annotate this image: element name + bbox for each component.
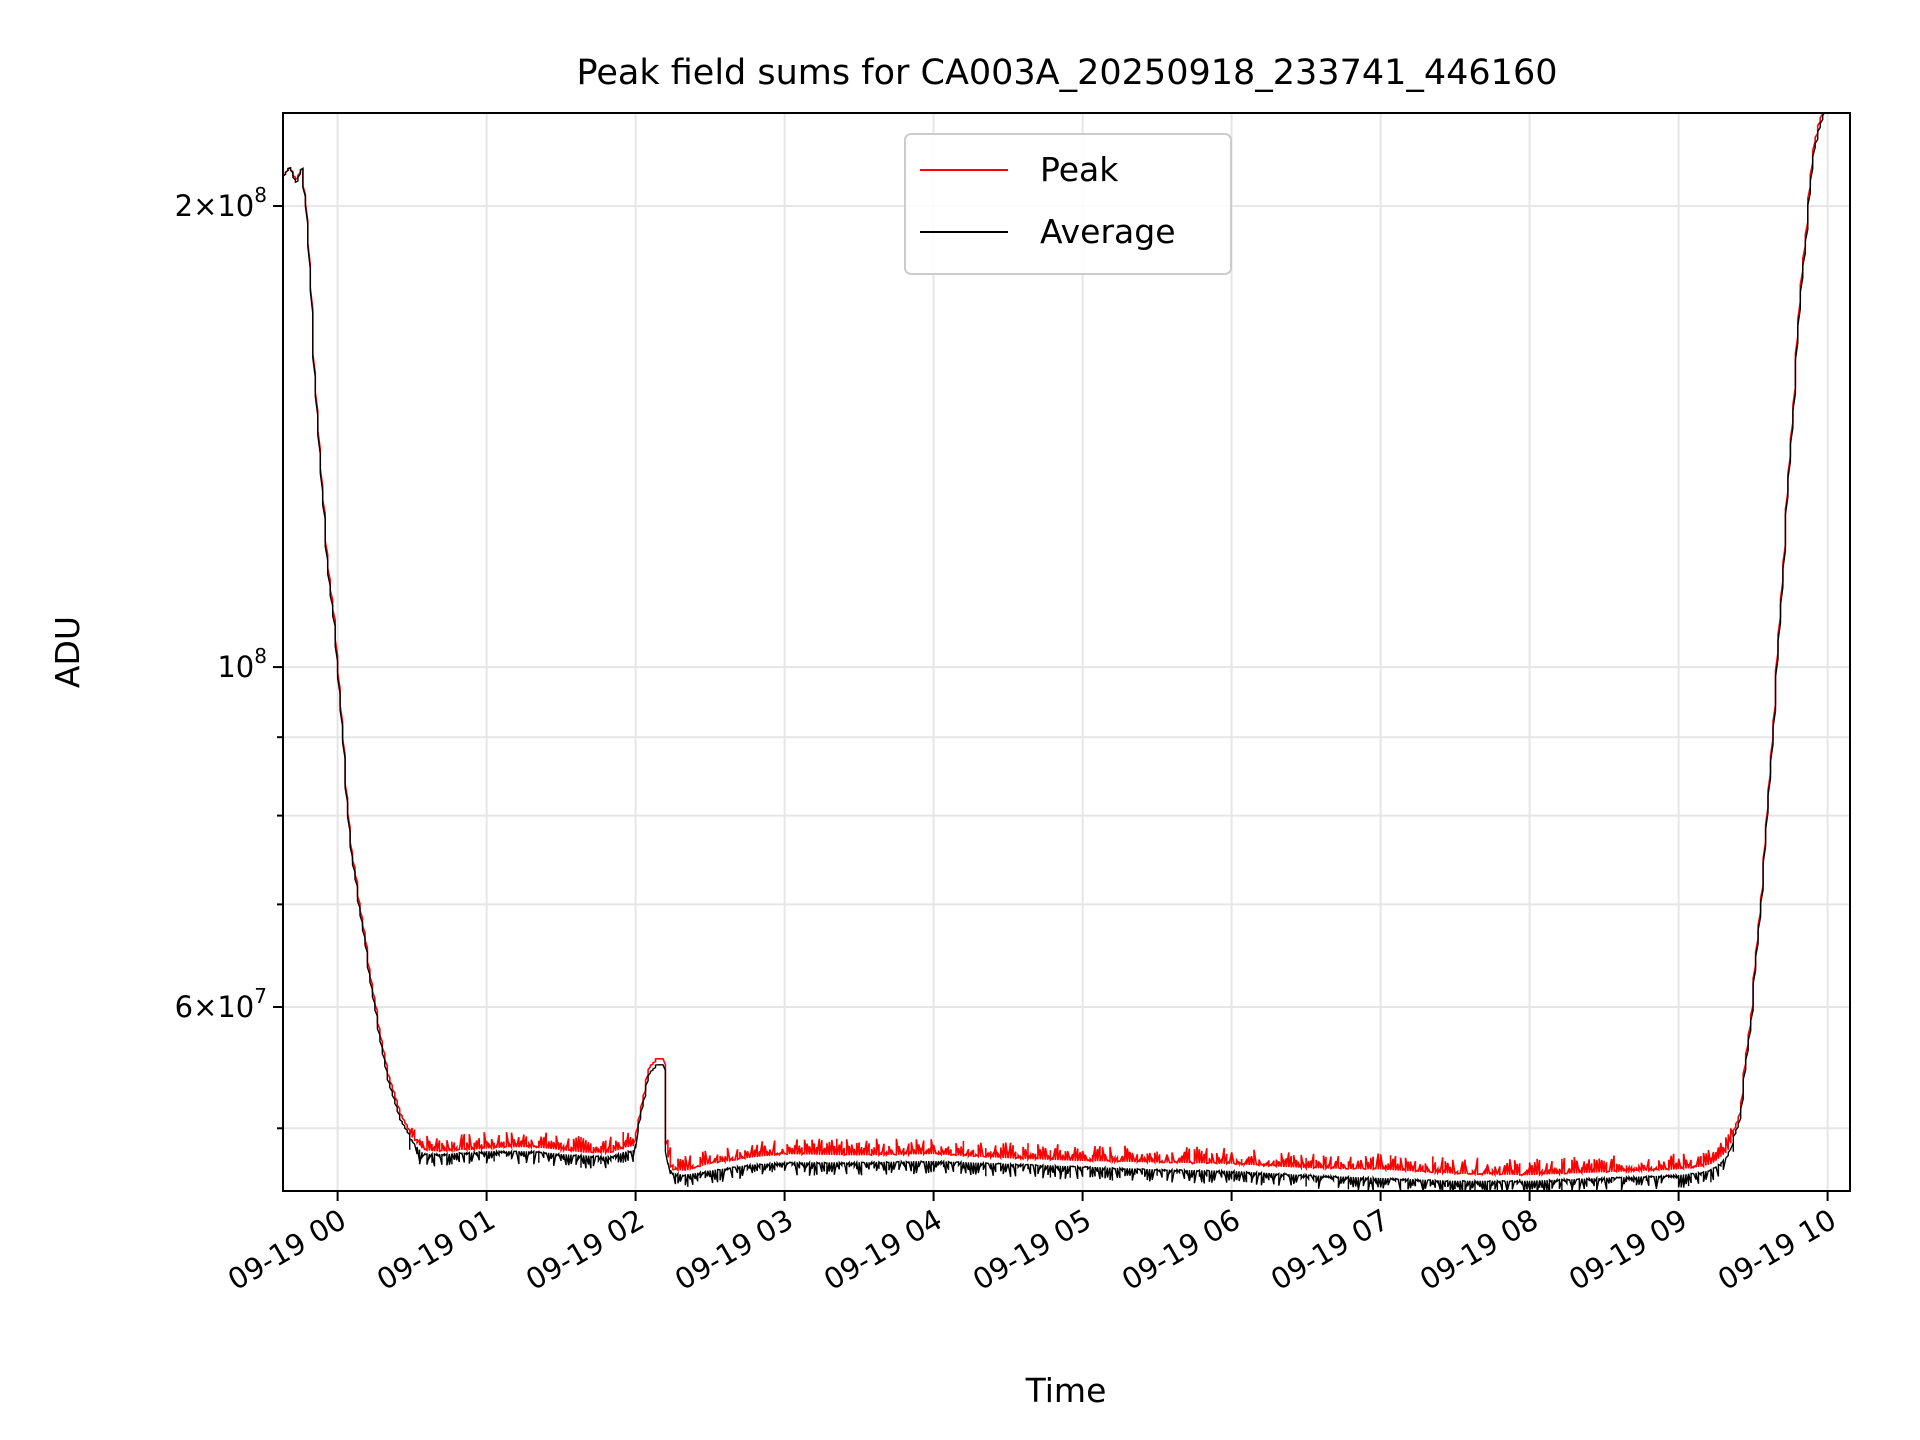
chart-title: Peak field sums for CA003A_20250918_2337…	[577, 53, 1558, 93]
axes-frame	[282, 112, 1851, 1192]
x-axis-label: Time	[1025, 1371, 1107, 1410]
y-tick-label: 6×107	[175, 984, 267, 1024]
series-line-peak	[283, 113, 1824, 1178]
y-tick-mantissa: 6	[175, 990, 193, 1024]
grid	[283, 113, 1850, 1191]
series-group	[283, 113, 1826, 1191]
y-tick-label: 2×108	[175, 183, 267, 223]
y-tick-exponent: 8	[254, 644, 267, 668]
y-tick-times: ×10	[193, 990, 254, 1024]
y-axis-label: ADU	[48, 616, 87, 688]
legend-label-peak: Peak	[1040, 150, 1119, 189]
y-tick-label: 108	[217, 644, 267, 684]
y-tick-times: ×10	[193, 189, 254, 223]
y-tick-base: 10	[217, 650, 254, 684]
y-tick-exponent: 8	[254, 183, 267, 207]
legend-label-average: Average	[1040, 212, 1176, 251]
legend: Peak Average	[904, 133, 1232, 275]
series-line-average	[283, 113, 1826, 1191]
y-tick-exponent: 7	[254, 984, 267, 1008]
y-tick-mantissa: 2	[175, 189, 193, 223]
